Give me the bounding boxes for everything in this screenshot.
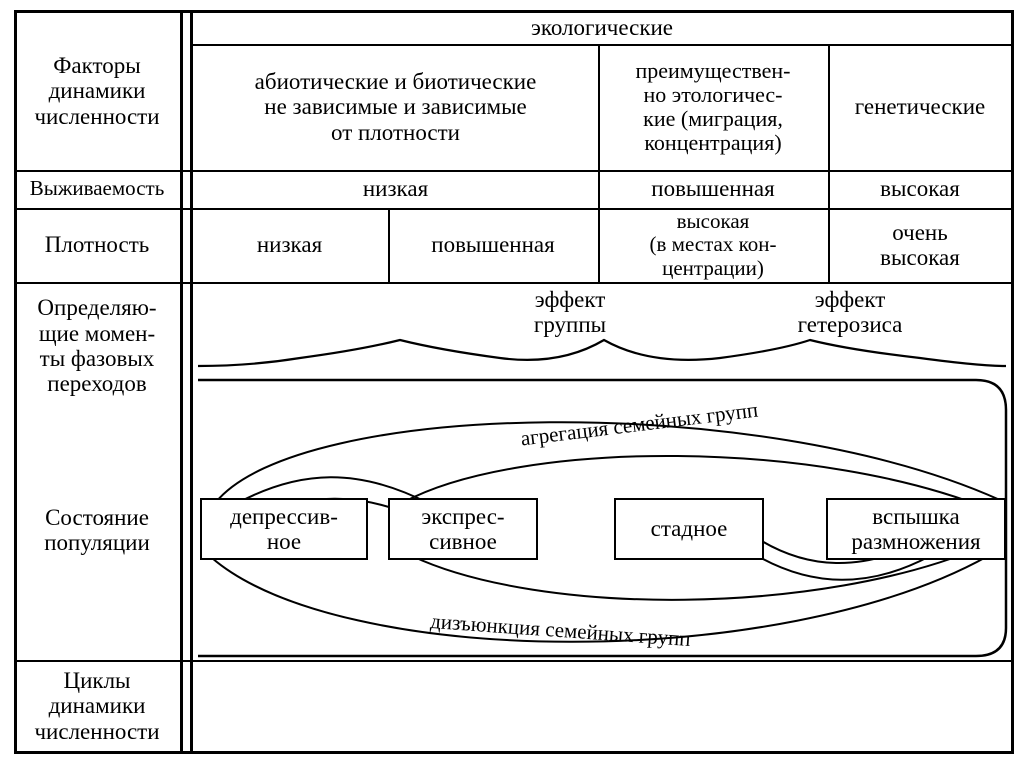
factors-header: экологические bbox=[193, 12, 1011, 44]
state-depressive: депрессив- ное bbox=[200, 498, 368, 560]
state-herd: стадное bbox=[614, 498, 764, 560]
state-outbreak: вспышка размножения bbox=[826, 498, 1006, 560]
effect-heterosis: эффект гетерозиса bbox=[740, 284, 960, 340]
factors-abiotic: абиотические и биотические не зависимые … bbox=[193, 46, 598, 168]
density-low: низкая bbox=[193, 210, 386, 280]
factors-genetic: генетические bbox=[830, 46, 1010, 168]
rowlabel-survival: Выживаемость bbox=[16, 172, 178, 206]
density-high-conc: высокая (в местах кон- центрации) bbox=[600, 210, 826, 280]
effect-group: эффект группы bbox=[460, 284, 680, 340]
density-elevated: повышенная bbox=[390, 210, 596, 280]
survival-low: низкая bbox=[193, 172, 598, 206]
label-column-rule-1 bbox=[180, 10, 183, 754]
rowlabel-pop-state: Состояние популяции bbox=[16, 490, 178, 570]
rowlabel-phase-moments: Определяю- щие момен- ты фазовых переход… bbox=[16, 286, 178, 406]
factors-ethological: преимуществен- но этологичес- кие (мигра… bbox=[600, 46, 826, 168]
survival-high: высокая bbox=[830, 172, 1010, 206]
state-expressive: экспрес- сивное bbox=[388, 498, 538, 560]
rowlabel-cycles: Циклы динамики численности bbox=[16, 662, 178, 750]
diagram-root: Факторы динамики численности экологическ… bbox=[0, 0, 1028, 764]
rowlabel-density: Плотность bbox=[16, 210, 178, 280]
survival-elevated: повышенная bbox=[600, 172, 826, 206]
rowlabel-factors: Факторы динамики численности bbox=[16, 14, 178, 168]
density-very-high: очень высокая bbox=[830, 210, 1010, 280]
